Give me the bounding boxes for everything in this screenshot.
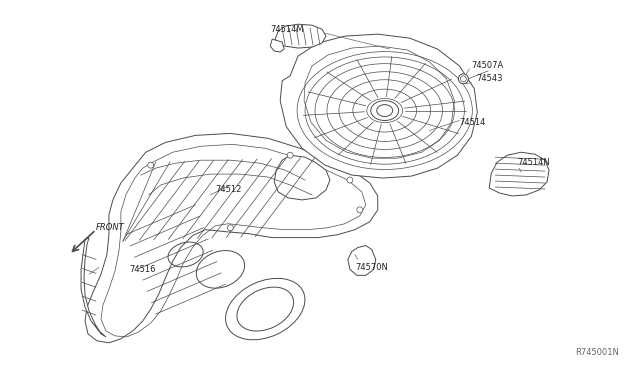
Text: 74507A: 74507A: [471, 61, 504, 70]
Text: 74514M: 74514M: [270, 25, 304, 34]
Circle shape: [357, 207, 363, 213]
Polygon shape: [280, 34, 477, 178]
Text: 74543: 74543: [476, 74, 503, 83]
Circle shape: [460, 76, 467, 82]
Text: FRONT: FRONT: [96, 223, 125, 232]
Circle shape: [458, 74, 468, 84]
Polygon shape: [489, 152, 549, 196]
Circle shape: [227, 225, 234, 231]
Ellipse shape: [371, 101, 399, 121]
Text: 74570N: 74570N: [355, 263, 388, 272]
Ellipse shape: [377, 105, 393, 116]
Polygon shape: [85, 134, 378, 343]
Text: 74514N: 74514N: [517, 158, 550, 167]
Text: 74512: 74512: [216, 186, 242, 195]
Circle shape: [148, 162, 154, 168]
Polygon shape: [298, 49, 465, 155]
Circle shape: [347, 177, 353, 183]
Polygon shape: [275, 24, 326, 48]
Text: 74514: 74514: [460, 118, 486, 127]
Text: 74516: 74516: [129, 265, 156, 274]
Polygon shape: [274, 155, 330, 200]
Circle shape: [287, 152, 293, 158]
Polygon shape: [81, 238, 106, 337]
Text: R745001N: R745001N: [575, 348, 619, 357]
Polygon shape: [348, 246, 376, 275]
Polygon shape: [270, 39, 284, 52]
